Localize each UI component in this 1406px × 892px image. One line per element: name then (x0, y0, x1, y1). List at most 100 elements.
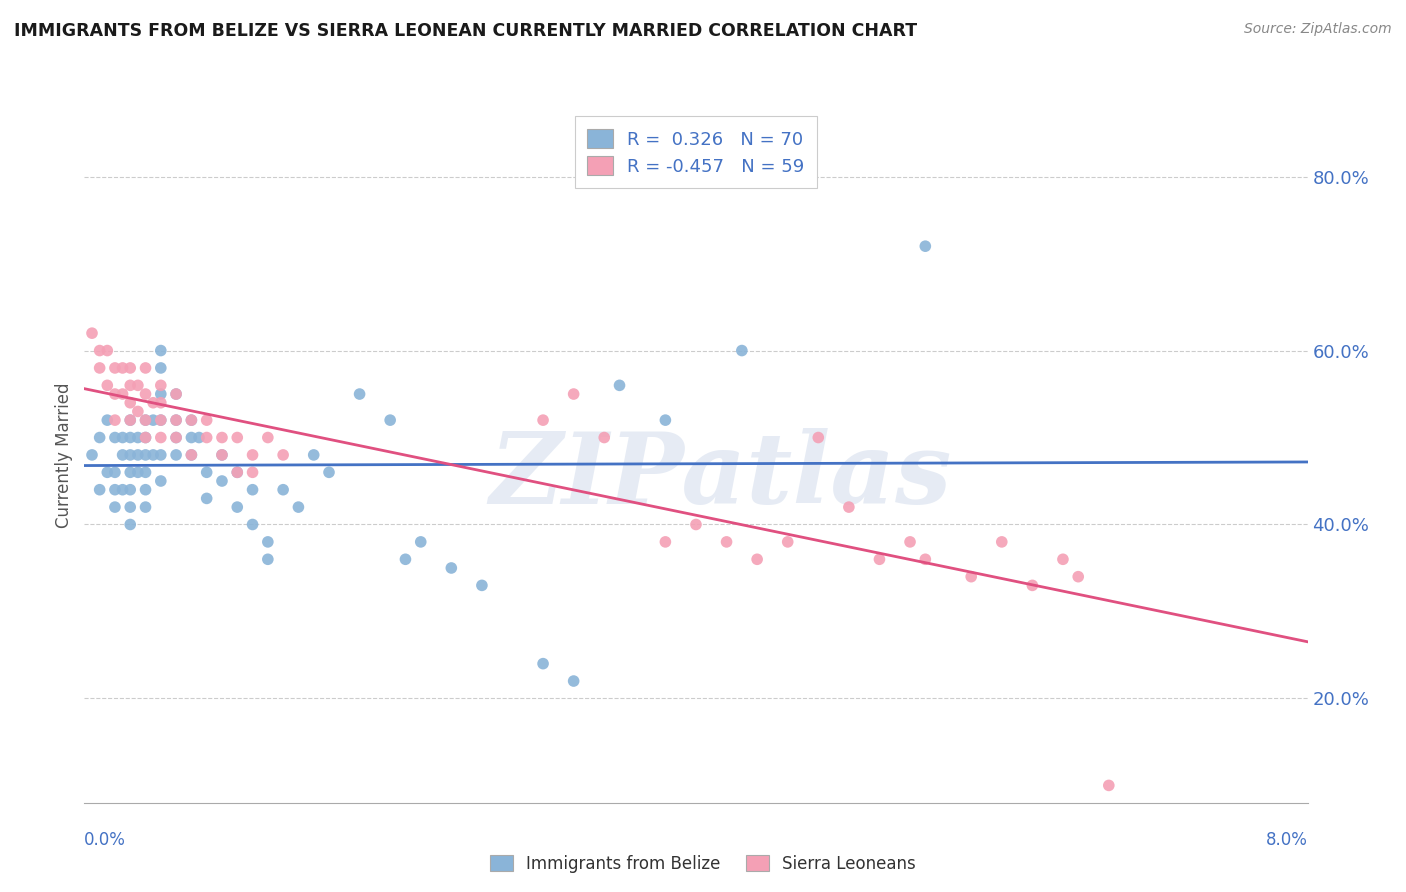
Point (104, 500, 127, 514)
Point (165, 430, 187, 444)
Point (80, 448, 103, 462)
Point (869, 552, 891, 566)
Point (149, 378, 172, 392)
Point (257, 534, 280, 549)
Point (1067, 569, 1090, 583)
Point (149, 448, 172, 462)
Point (104, 430, 127, 444)
Y-axis label: Currently Married: Currently Married (55, 382, 73, 528)
Point (226, 466, 249, 480)
Point (211, 430, 233, 444)
Point (180, 448, 202, 462)
Point (242, 448, 264, 462)
Point (991, 534, 1014, 549)
Point (89, 343, 111, 358)
Point (287, 500, 309, 514)
Point (257, 552, 280, 566)
Point (257, 430, 280, 444)
Point (127, 448, 149, 462)
Point (562, 387, 585, 401)
Point (195, 413, 218, 427)
Point (135, 413, 157, 427)
Point (180, 413, 202, 427)
Text: Source: ZipAtlas.com: Source: ZipAtlas.com (1244, 22, 1392, 37)
Point (89, 483, 111, 497)
Text: IMMIGRANTS FROM BELIZE VS SIERRA LEONEAN CURRENTLY MARRIED CORRELATION CHART: IMMIGRANTS FROM BELIZE VS SIERRA LEONEAN… (14, 22, 917, 40)
Point (111, 387, 134, 401)
Point (242, 517, 264, 532)
Point (394, 552, 416, 566)
Point (226, 430, 249, 444)
Point (111, 361, 134, 376)
Point (120, 517, 142, 532)
Point (165, 387, 187, 401)
Point (409, 534, 432, 549)
Point (135, 466, 157, 480)
Point (120, 395, 142, 409)
Point (593, 430, 616, 444)
Point (127, 404, 149, 418)
Point (111, 430, 134, 444)
Legend: R =  0.326   N = 70, R = -0.457   N = 59: R = 0.326 N = 70, R = -0.457 N = 59 (575, 116, 817, 188)
Point (120, 413, 142, 427)
Point (127, 466, 149, 480)
Point (1021, 578, 1043, 592)
Text: ZIPatlas: ZIPatlas (489, 427, 952, 524)
Point (531, 657, 554, 671)
Point (318, 466, 340, 480)
Point (226, 500, 249, 514)
Point (149, 413, 172, 427)
Point (562, 674, 585, 689)
Point (120, 413, 142, 427)
Point (271, 483, 294, 497)
Point (180, 413, 202, 427)
Point (135, 483, 157, 497)
Point (898, 534, 921, 549)
Point (165, 413, 187, 427)
Point (149, 430, 172, 444)
Point (914, 239, 936, 253)
Point (104, 413, 127, 427)
Point (685, 517, 707, 532)
Point (211, 448, 233, 462)
Point (149, 395, 172, 409)
Point (149, 343, 172, 358)
Point (271, 448, 294, 462)
Point (89, 430, 111, 444)
Point (104, 361, 127, 376)
Point (96, 466, 118, 480)
Point (149, 413, 172, 427)
Point (96, 343, 118, 358)
Point (120, 466, 142, 480)
Point (104, 466, 127, 480)
Point (440, 561, 463, 575)
Point (226, 466, 249, 480)
Point (127, 378, 149, 392)
Point (165, 430, 187, 444)
Point (142, 395, 165, 409)
Point (242, 466, 264, 480)
Point (165, 448, 187, 462)
Point (149, 361, 172, 376)
Point (807, 430, 830, 444)
Point (380, 413, 402, 427)
Point (135, 500, 157, 514)
Point (104, 483, 127, 497)
Point (120, 500, 142, 514)
Legend: Immigrants from Belize, Sierra Leoneans: Immigrants from Belize, Sierra Leoneans (484, 848, 922, 880)
Point (127, 430, 149, 444)
Point (149, 474, 172, 488)
Point (89, 361, 111, 376)
Point (96, 413, 118, 427)
Point (80, 326, 103, 341)
Point (195, 430, 218, 444)
Point (120, 430, 142, 444)
Point (104, 387, 127, 401)
Point (531, 413, 554, 427)
Point (609, 378, 631, 392)
Point (120, 361, 142, 376)
Point (654, 534, 676, 549)
Point (471, 578, 494, 592)
Point (120, 448, 142, 462)
Text: 8.0%: 8.0% (1265, 830, 1308, 848)
